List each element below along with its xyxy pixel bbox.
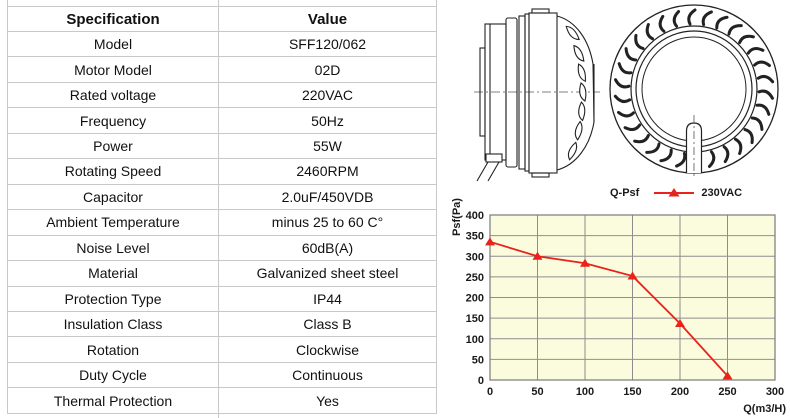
table-row: Frequency 50Hz	[7, 107, 437, 134]
spec-label: Motor Model	[7, 56, 219, 83]
table-crop-stub	[218, 0, 219, 6]
x-axis-label: Q(m3/H)	[743, 403, 786, 415]
svg-text:50: 50	[472, 354, 484, 366]
spec-table: Specification Value Model SFF120/062 Moto…	[7, 6, 437, 414]
spec-label: Ambient Temperature	[7, 209, 219, 236]
table-row: Rated voltage 220VAC	[7, 81, 437, 109]
spec-label: Frequency	[7, 107, 219, 134]
svg-text:100: 100	[466, 334, 484, 346]
spec-label: Capacitor	[7, 183, 219, 211]
spec-value: 220VAC	[218, 81, 437, 109]
spec-value: Clockwise	[218, 336, 437, 363]
svg-text:300: 300	[766, 386, 784, 398]
performance-chart: Q-Psf 230VAC 0 50 100 150 200 250 300 350 400 0 50…	[452, 185, 788, 416]
table-crop-stub	[7, 0, 8, 6]
table-row: Thermal Protection Yes	[7, 387, 437, 414]
table-header-row: Specification Value	[7, 6, 437, 32]
spec-value: minus 25 to 60 C°	[218, 209, 437, 236]
spec-label: Insulation Class	[7, 310, 219, 338]
svg-text:150: 150	[623, 386, 641, 398]
spec-table-body: Model SFF120/062 Motor Model 02D Rated vol…	[7, 30, 437, 414]
spec-value: 50Hz	[218, 107, 437, 134]
legend-line-triangle-icon	[654, 188, 695, 197]
spec-label: Noise Level	[7, 234, 219, 262]
table-row: Duty Cycle Continuous	[7, 361, 437, 389]
legend-entry: 230VAC	[653, 187, 742, 199]
spec-value: Galvanized sheet steel	[218, 260, 437, 287]
svg-text:0: 0	[487, 386, 493, 398]
table-row: Noise Level 60dB(A)	[7, 234, 437, 262]
svg-text:350: 350	[466, 231, 484, 243]
spec-label: Rotating Speed	[7, 158, 219, 185]
spec-label: Protection Type	[7, 285, 219, 312]
spec-label: Power	[7, 132, 219, 160]
table-row: Rotating Speed 2460RPM	[7, 158, 437, 185]
chart-title: Q-Psf	[610, 187, 640, 199]
table-crop-stub	[436, 0, 437, 6]
svg-text:100: 100	[576, 386, 594, 398]
fan-side-view-drawing	[474, 4, 600, 182]
spec-value: 55W	[218, 132, 437, 160]
spec-value: 2.0uF/450VDB	[218, 183, 437, 211]
y-axis-label: Psf(Pa)	[452, 198, 463, 236]
svg-text:200: 200	[466, 293, 484, 305]
col-header-specification: Specification	[7, 6, 219, 32]
spec-label: Thermal Protection	[7, 387, 219, 414]
svg-text:0: 0	[478, 375, 484, 387]
table-crop-stub	[218, 414, 219, 418]
svg-text:150: 150	[466, 313, 484, 325]
spec-value: Continuous	[218, 361, 437, 389]
table-row: Rotation Clockwise	[7, 336, 437, 363]
spec-value: Yes	[218, 387, 437, 414]
spec-value: Class B	[218, 310, 437, 338]
table-row: Model SFF120/062	[7, 30, 437, 58]
spec-value: 02D	[218, 56, 437, 83]
spec-label: Rotation	[7, 336, 219, 363]
table-row: Protection Type IP44	[7, 285, 437, 312]
fan-front-view-icon	[609, 4, 779, 177]
svg-text:250: 250	[718, 386, 736, 398]
col-header-value: Value	[218, 6, 437, 32]
table-row: Power 55W	[7, 132, 437, 160]
table-row: Motor Model 02D	[7, 56, 437, 83]
table-row: Ambient Temperature minus 25 to 60 C°	[7, 209, 437, 236]
fan-side-view-icon	[474, 8, 600, 182]
spec-label: Rated voltage	[7, 81, 219, 109]
spec-value: SFF120/062	[218, 30, 437, 58]
table-row: Insulation Class Class B	[7, 310, 437, 338]
spec-value: IP44	[218, 285, 437, 312]
chart-legend: Q-Psf 230VAC	[610, 187, 742, 199]
svg-text:200: 200	[671, 386, 689, 398]
qpsf-plot: 0 50 100 150 200 250 300 350 400 0 50 100 150 200 250 3…	[452, 198, 786, 415]
fan-front-view-drawing	[606, 1, 782, 177]
spec-value: 60dB(A)	[218, 234, 437, 262]
svg-text:300: 300	[466, 251, 484, 263]
spec-value: 2460RPM	[218, 158, 437, 185]
spec-label: Duty Cycle	[7, 361, 219, 389]
spec-label: Model	[7, 30, 219, 58]
table-row: Material Galvanized sheet steel	[7, 260, 437, 287]
svg-text:400: 400	[466, 210, 484, 222]
svg-text:50: 50	[531, 386, 543, 398]
spec-label: Material	[7, 260, 219, 287]
legend-series-label: 230VAC	[701, 187, 743, 199]
svg-text:250: 250	[466, 272, 484, 284]
table-row: Capacitor 2.0uF/450VDB	[7, 183, 437, 211]
